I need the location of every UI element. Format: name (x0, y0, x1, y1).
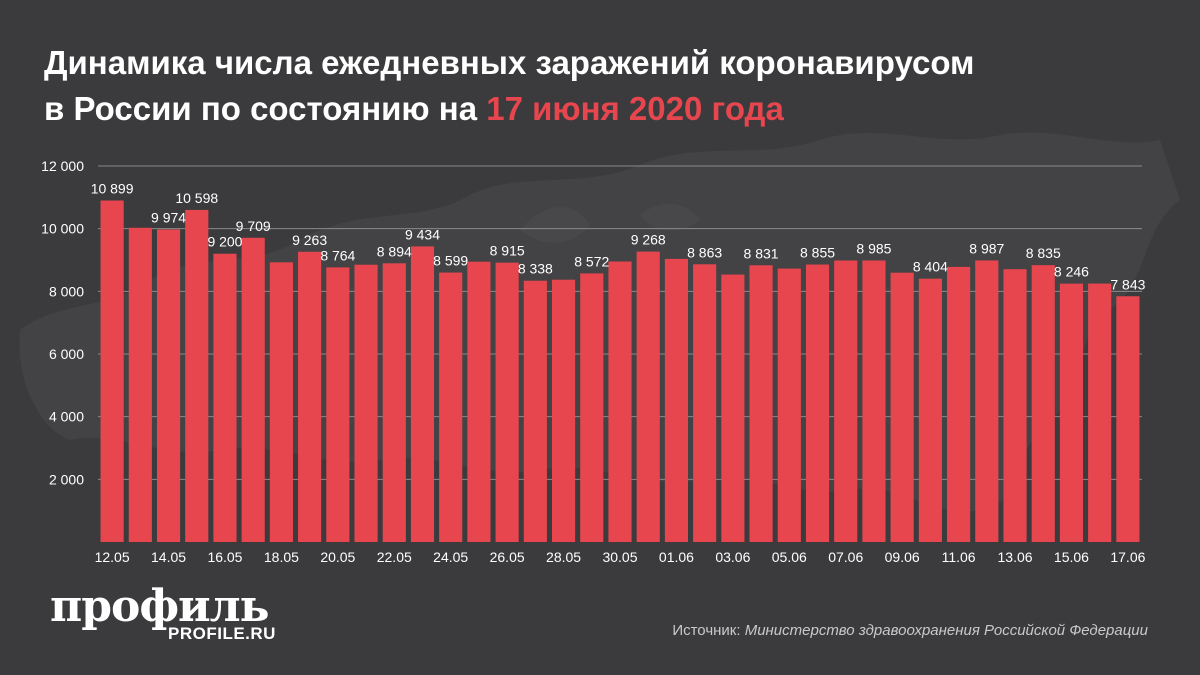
bar (100, 200, 124, 543)
bar-data-label: 9 709 (236, 218, 271, 234)
bar-data-label: 9 974 (151, 209, 186, 225)
bar (749, 265, 773, 542)
bar (975, 260, 999, 542)
bar (326, 267, 350, 542)
bar-data-label: 8 985 (856, 240, 891, 256)
bar (721, 274, 745, 542)
x-tick-label: 20.05 (320, 549, 355, 565)
x-tick-label: 12.05 (95, 549, 130, 565)
bar (382, 263, 406, 542)
x-tick-label: 22.05 (377, 549, 412, 565)
y-tick-label: 12 000 (41, 158, 84, 174)
y-tick-label: 8 000 (49, 283, 84, 299)
profil-logo: профиль (50, 581, 270, 632)
bar-data-label: 8 599 (433, 253, 468, 269)
bar (213, 253, 237, 542)
x-tick-label: 18.05 (264, 549, 299, 565)
bar-data-label: 8 915 (490, 243, 525, 259)
bars (100, 200, 1140, 543)
bar (947, 266, 971, 542)
source-note: Источник: Министерство здравоохранения Р… (672, 622, 1148, 639)
title-line1: Динамика числа ежедневных заражений коро… (44, 44, 975, 81)
bar-data-label: 8 894 (377, 243, 412, 259)
bar-data-label: 8 572 (574, 253, 609, 269)
y-tick-label: 6 000 (49, 346, 84, 362)
bar (693, 264, 717, 542)
bar-data-label: 8 863 (687, 244, 722, 260)
bar (1003, 269, 1027, 542)
y-tick-label: 2 000 (49, 471, 84, 487)
bar-data-label: 8 855 (800, 245, 835, 261)
bar (834, 260, 858, 542)
title-line2-prefix: в России по состоянию на (44, 90, 487, 127)
bar (608, 261, 632, 542)
bar-data-label: 9 200 (207, 234, 242, 250)
bar (551, 279, 576, 542)
y-axis-tick-labels: 2 000 4 000 6 000 8 000 10 000 12 000 (41, 158, 84, 487)
x-tick-label: 05.06 (772, 549, 807, 565)
bar-data-label: 8 987 (969, 240, 1004, 256)
bar (241, 237, 265, 542)
bar (439, 272, 463, 542)
x-tick-label: 26.05 (490, 549, 525, 565)
y-tick-label: 4 000 (49, 409, 84, 425)
bar (1031, 265, 1055, 542)
bar (1059, 283, 1084, 542)
x-tick-label: 01.06 (659, 549, 694, 565)
bar (862, 260, 886, 542)
bar (777, 268, 801, 542)
bar (410, 246, 435, 542)
bar (128, 227, 152, 542)
bar-data-label: 10 899 (91, 180, 134, 196)
x-tick-label: 28.05 (546, 549, 581, 565)
bar-data-label: 8 246 (1054, 264, 1089, 280)
bar-data-label: 8 764 (320, 247, 355, 263)
bar (1088, 283, 1112, 542)
bar (1116, 296, 1140, 542)
bar (495, 262, 519, 542)
bar-data-label: 8 404 (913, 259, 948, 275)
x-tick-label: 24.05 (433, 549, 468, 565)
x-tick-label: 16.05 (207, 549, 242, 565)
x-tick-label: 09.06 (885, 549, 920, 565)
bar (467, 261, 491, 542)
bar (523, 280, 547, 542)
chart-title: Динамика числа ежедневных заражений коро… (44, 40, 1164, 132)
x-tick-label: 14.05 (151, 549, 186, 565)
bar-data-label: 8 835 (1026, 245, 1061, 261)
bar-data-label: 9 434 (405, 226, 440, 242)
bar-data-label: 9 268 (631, 232, 666, 248)
bar-data-label: 8 831 (744, 245, 779, 261)
x-tick-label: 30.05 (602, 549, 637, 565)
bar (156, 229, 181, 543)
bar-data-label: 10 598 (175, 190, 218, 206)
bar (580, 273, 604, 542)
title-line2-accent: 17 июня 2020 года (486, 90, 784, 127)
bar (269, 262, 293, 542)
bar (918, 278, 942, 542)
x-tick-label: 15.06 (1054, 549, 1089, 565)
bar-data-label: 7 843 (1110, 276, 1145, 292)
y-tick-label: 10 000 (41, 221, 84, 237)
source-text: Министерство здравоохранения Российской … (744, 622, 1148, 639)
x-tick-label: 03.06 (715, 549, 750, 565)
source-label: Источник: (672, 622, 745, 639)
bar-data-label: 9 263 (292, 232, 327, 248)
bar (805, 264, 830, 542)
bar (185, 209, 209, 543)
bar (354, 264, 378, 542)
x-tick-label: 13.06 (998, 549, 1033, 565)
profile-ru-url: PROFILE.RU (168, 624, 276, 643)
bar (890, 272, 914, 542)
x-tick-label: 07.06 (828, 549, 863, 565)
bar (664, 258, 689, 542)
bar-data-label: 8 338 (518, 261, 553, 277)
bar (298, 251, 322, 542)
x-axis-tick-labels: 12.05 14.05 16.05 18.05 20.05 22.05 24.05 26.05… (95, 549, 1146, 565)
bar (636, 251, 660, 542)
x-tick-label: 17.06 (1110, 549, 1145, 565)
x-tick-label: 11.06 (942, 549, 976, 565)
